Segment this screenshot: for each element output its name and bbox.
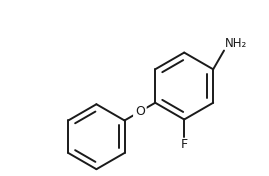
Text: NH₂: NH₂ bbox=[225, 37, 247, 50]
Text: F: F bbox=[181, 138, 188, 151]
Text: O: O bbox=[135, 105, 145, 118]
